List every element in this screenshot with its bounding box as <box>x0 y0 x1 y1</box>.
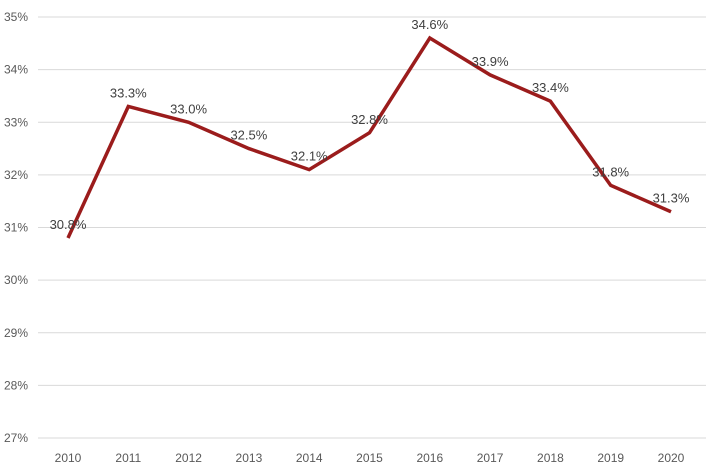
x-tick-label: 2013 <box>236 451 263 465</box>
data-label: 33.9% <box>472 54 509 69</box>
x-tick-label: 2014 <box>296 451 323 465</box>
y-tick-label: 34% <box>4 63 28 77</box>
data-label: 31.8% <box>592 164 629 179</box>
gridlines <box>38 16 706 439</box>
data-label: 31.3% <box>653 191 690 206</box>
data-label: 32.8% <box>351 112 388 127</box>
x-tick-label: 2010 <box>55 451 82 465</box>
y-tick-label: 33% <box>4 115 28 129</box>
y-axis-tick-labels: 27% 28% 29% 30% 31% 32% 33% 34% 35% <box>4 10 28 445</box>
y-tick-label: 32% <box>4 168 28 182</box>
x-tick-label: 2017 <box>477 451 504 465</box>
data-label: 33.4% <box>532 80 569 95</box>
x-tick-label: 2016 <box>416 451 443 465</box>
y-tick-label: 28% <box>4 378 28 392</box>
y-tick-label: 29% <box>4 326 28 340</box>
data-labels: 30.8% 33.3% 33.0% 32.5% 32.1% 32.8% 34.6% 33.9%… <box>50 17 690 232</box>
data-label: 33.3% <box>110 85 147 100</box>
x-tick-label: 2015 <box>356 451 383 465</box>
x-axis-tick-labels: 2010 2011 2012 2013 2014 2015 2016 2017 2018 2019… <box>55 451 685 465</box>
y-tick-label: 30% <box>4 273 28 287</box>
series-group <box>66 35 672 239</box>
y-tick-label: 35% <box>4 10 28 24</box>
y-tick-label: 31% <box>4 221 28 235</box>
x-tick-label: 2011 <box>115 451 141 465</box>
data-label: 32.1% <box>291 149 328 164</box>
series-line <box>66 35 672 239</box>
x-tick-label: 2018 <box>537 451 564 465</box>
data-label: 30.8% <box>50 217 87 232</box>
data-label: 34.6% <box>411 17 448 32</box>
data-label: 32.5% <box>230 128 267 143</box>
x-tick-label: 2012 <box>175 451 202 465</box>
y-tick-label: 27% <box>4 431 28 445</box>
x-tick-label: 2019 <box>597 451 624 465</box>
data-label: 33.0% <box>170 101 207 116</box>
x-tick-label: 2020 <box>658 451 685 465</box>
